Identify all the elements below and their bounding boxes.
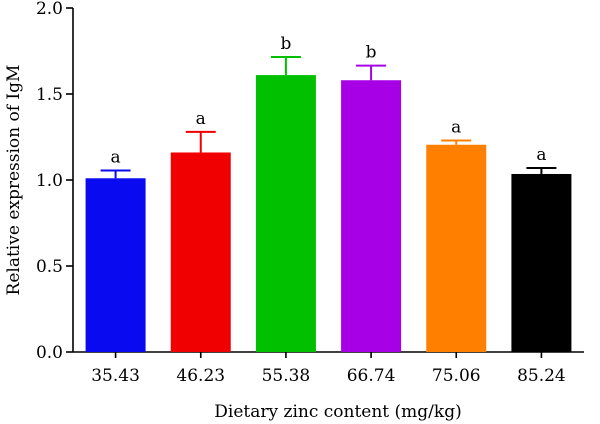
significance-label: a xyxy=(451,117,461,137)
bar xyxy=(341,80,402,353)
bar xyxy=(85,178,146,352)
bar xyxy=(511,173,572,352)
bar xyxy=(255,75,316,352)
x-tick-label: 85.24 xyxy=(517,366,566,386)
bar xyxy=(170,152,231,352)
y-tick-label: 1.5 xyxy=(36,85,63,105)
y-axis-title: Relative expression of IgM xyxy=(4,65,24,296)
x-tick-label: 46.23 xyxy=(176,366,225,386)
y-tick-label: 0.0 xyxy=(36,343,63,363)
x-axis-title: Dietary zinc content (mg/kg) xyxy=(214,402,461,422)
x-tick-label: 66.74 xyxy=(347,366,396,386)
bars xyxy=(85,56,572,353)
y-tick-label: 1.0 xyxy=(36,171,63,191)
x-tick-label: 35.43 xyxy=(91,366,140,386)
y-tick-label: 0.5 xyxy=(36,257,63,277)
significance-label: a xyxy=(196,109,206,129)
significance-label: b xyxy=(280,34,291,54)
significance-label: b xyxy=(366,43,377,63)
labels: 0.0 0.5 1.0 1.5 2.0 35.43 a 46.23 a 55.38 b 66.74 b 7… xyxy=(36,0,566,386)
bar xyxy=(426,144,487,352)
axes xyxy=(66,7,584,358)
significance-label: a xyxy=(536,145,546,165)
x-tick-label: 75.06 xyxy=(432,366,481,386)
y-tick-label: 2.0 xyxy=(36,0,63,19)
x-tick-label: 55.38 xyxy=(262,366,311,386)
significance-label: a xyxy=(111,148,121,168)
